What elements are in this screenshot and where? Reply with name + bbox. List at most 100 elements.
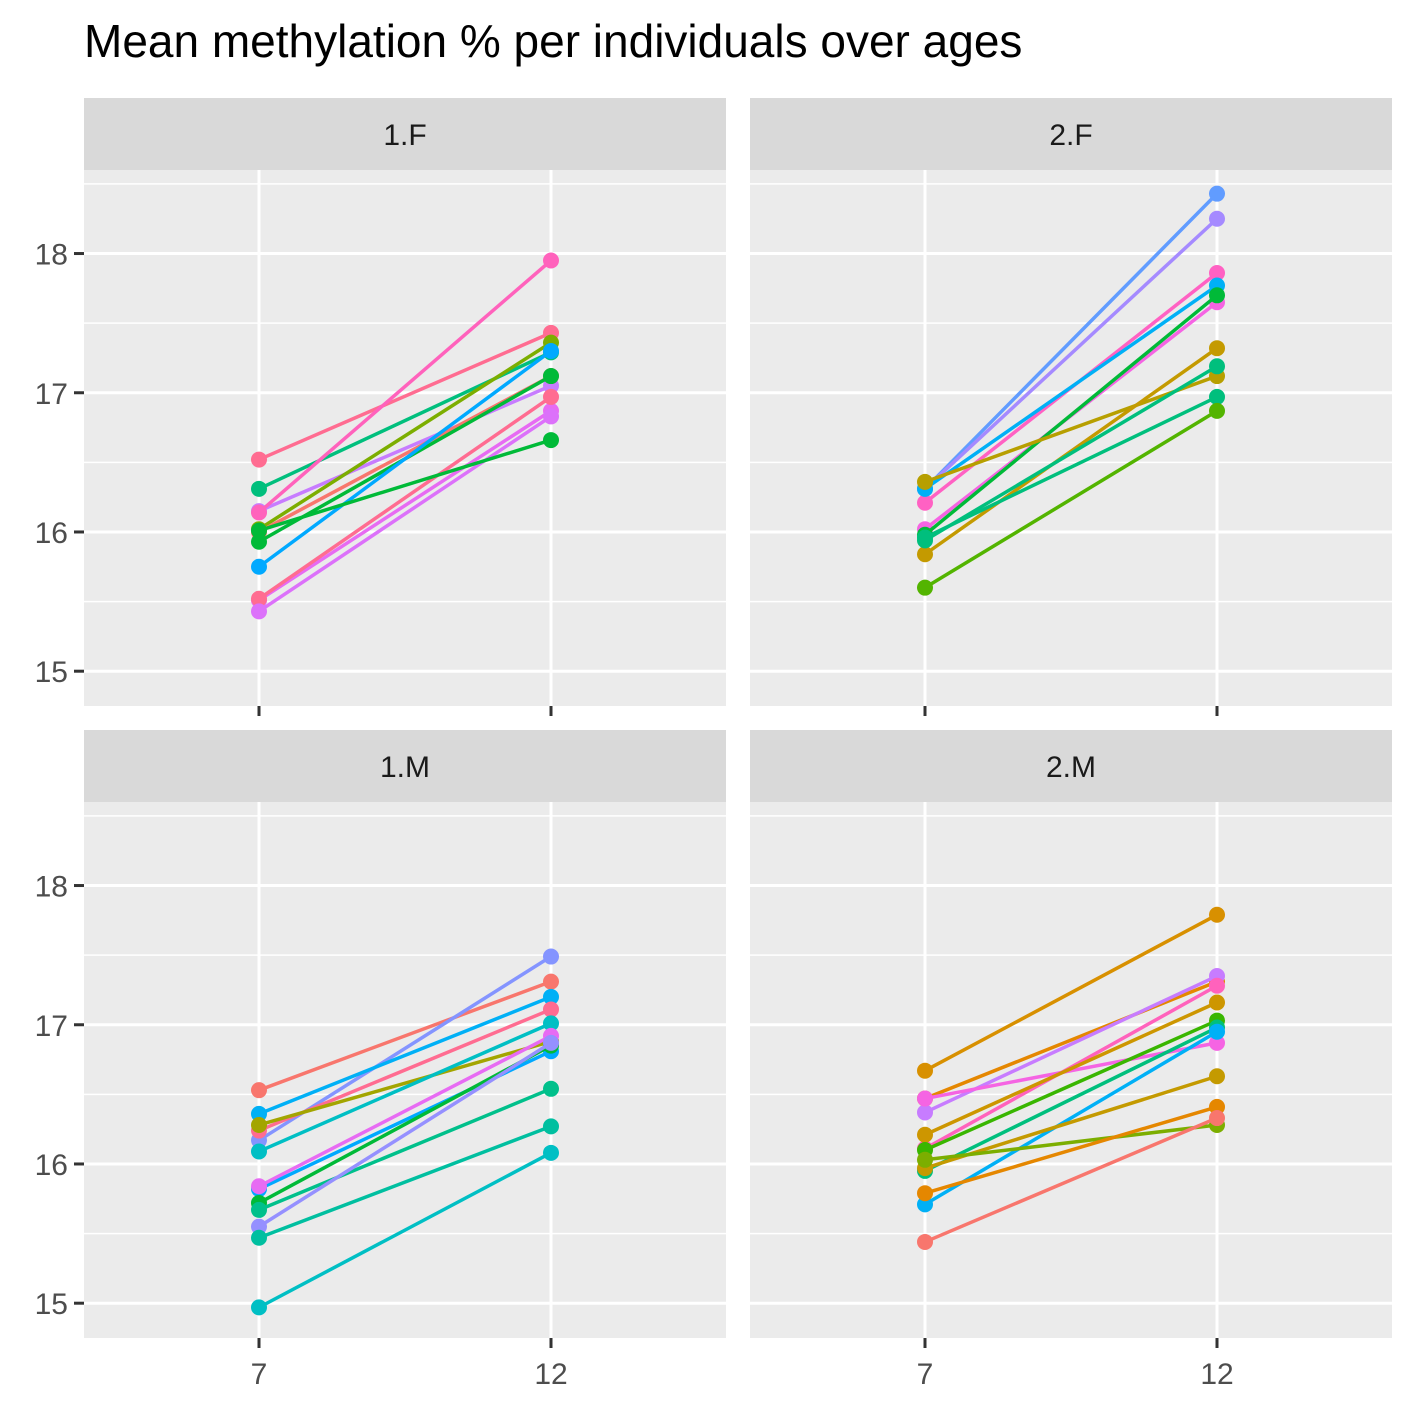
strip-label: 1.F: [383, 119, 426, 152]
data-point: [917, 1104, 933, 1121]
series-line: [258, 1087, 552, 1212]
data-point: [543, 368, 559, 385]
series-line: [924, 1123, 1218, 1162]
series-line: [258, 384, 552, 513]
series-line: [924, 1025, 1218, 1173]
data-point: [917, 1185, 933, 1202]
y-tick-label: 16: [35, 517, 68, 550]
series-line: [258, 341, 552, 531]
plot-background: [84, 170, 726, 706]
y-tick-label: 16: [35, 1149, 68, 1182]
data-point: [251, 533, 267, 550]
data-point: [543, 388, 559, 405]
data-point: [251, 522, 267, 539]
series-line: [258, 1034, 552, 1188]
data-point: [251, 1299, 267, 1316]
data-point: [251, 1178, 267, 1195]
data-point: [251, 1218, 267, 1235]
x-tick-label: 7: [251, 1358, 268, 1391]
data-point: [251, 1201, 267, 1218]
data-point: [1209, 994, 1225, 1011]
y-tick-label: 15: [35, 656, 68, 689]
data-point: [251, 1116, 267, 1133]
data-point: [251, 1105, 267, 1122]
strip-background: [84, 98, 726, 170]
strip-label: 2.M: [1046, 751, 1096, 784]
series-line: [924, 1018, 1218, 1152]
series-line: [258, 979, 552, 1092]
series-line: [924, 364, 1218, 542]
series-line: [924, 1030, 1218, 1206]
series-line: [923, 293, 1219, 537]
series-line: [923, 217, 1219, 491]
data-point: [1209, 977, 1225, 994]
y-tick-label: 17: [35, 378, 68, 411]
strip-background: [750, 98, 1392, 170]
data-point: [917, 1090, 933, 1107]
data-point: [1209, 185, 1225, 202]
data-point: [543, 1144, 559, 1161]
series-line: [924, 284, 1218, 491]
series-line: [923, 192, 1219, 491]
panel-2.M: 2.M 7 12: [750, 730, 1392, 1391]
data-point: [917, 1233, 933, 1250]
data-point: [1209, 340, 1225, 357]
data-point: [917, 546, 933, 563]
series-line: [258, 995, 552, 1116]
data-point: [251, 1082, 267, 1099]
data-point: [1209, 1023, 1225, 1040]
data-point: [251, 603, 267, 620]
series-line: [258, 1039, 552, 1127]
data-point: [1209, 265, 1225, 282]
data-point: [1209, 402, 1225, 419]
data-point: [1209, 1068, 1225, 1085]
data-point: [251, 504, 267, 521]
data-point: [543, 948, 559, 965]
series-line: [258, 414, 552, 613]
series-line: [258, 409, 552, 602]
data-point: [543, 973, 559, 990]
data-point: [543, 988, 559, 1005]
data-point: [543, 1001, 559, 1018]
data-point: [917, 1196, 933, 1213]
series-line: [258, 395, 552, 601]
data-point: [543, 1080, 559, 1097]
data-point: [917, 579, 933, 596]
data-point: [251, 1229, 267, 1246]
data-point: [917, 494, 933, 511]
series-line: [924, 979, 1218, 1101]
series-line: [924, 395, 1218, 540]
data-point: [251, 451, 267, 468]
data-point: [1209, 388, 1225, 405]
y-tick-label: 18: [35, 871, 68, 904]
data-point: [543, 342, 559, 359]
panel-1.M: 1.M 15 16 17 18 7 12: [35, 730, 726, 1391]
strip-label: 2.F: [1049, 119, 1092, 152]
series-line: [924, 1105, 1218, 1195]
strip-background: [84, 730, 726, 802]
series-line: [258, 331, 552, 462]
data-point: [543, 408, 559, 425]
data-point: [1209, 358, 1225, 375]
series-line: [258, 1124, 552, 1240]
series-line: [258, 1041, 552, 1229]
chart-title: Mean methylation % per individuals over …: [84, 15, 1023, 67]
panel-1.F: 1.F 15 16 17 18: [35, 98, 726, 716]
data-point: [917, 1062, 933, 1079]
y-tick-label: 15: [35, 1288, 68, 1321]
series-line: [258, 1151, 552, 1309]
data-point: [1209, 906, 1225, 923]
series-line: [924, 1000, 1218, 1137]
series-line: [258, 438, 552, 533]
data-point: [543, 432, 559, 449]
data-point: [251, 590, 267, 607]
x-tick-label: 12: [534, 1358, 567, 1391]
data-point: [251, 558, 267, 575]
series-line: [924, 1116, 1218, 1244]
data-point: [543, 1034, 559, 1051]
data-point: [543, 1015, 559, 1032]
panel-2.F: 2.F: [750, 98, 1392, 716]
data-point: [1209, 1098, 1225, 1115]
series-line: [924, 913, 1218, 1073]
data-point: [543, 1118, 559, 1135]
